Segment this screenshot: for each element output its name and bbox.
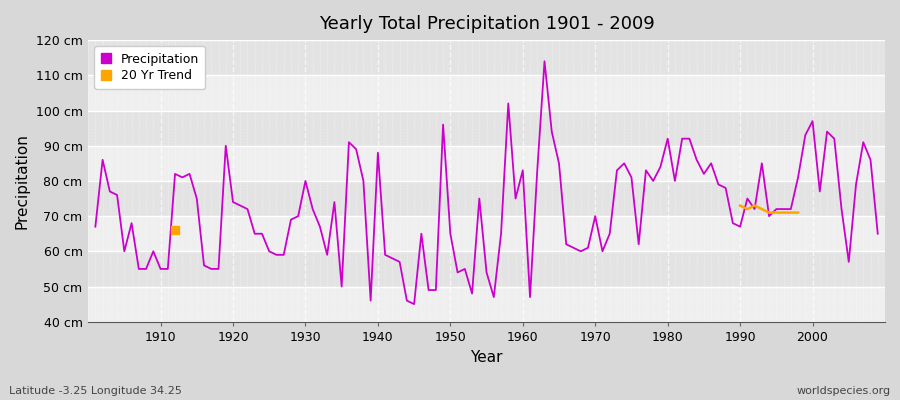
Bar <box>88 181 885 216</box>
Precipitation <box>518 168 528 173</box>
Precipitation <box>409 302 419 306</box>
20 Yr Trend <box>771 210 782 215</box>
20 Yr Trend <box>734 203 745 208</box>
Precipitation <box>619 161 630 166</box>
Title: Yearly Total Precipitation 1901 - 2009: Yearly Total Precipitation 1901 - 2009 <box>319 15 654 33</box>
20 Yr Trend <box>764 210 775 215</box>
Bar <box>88 286 885 322</box>
Precipitation <box>525 295 535 300</box>
Bar <box>88 75 885 110</box>
20 Yr Trend <box>786 210 796 215</box>
Precipitation <box>90 224 101 229</box>
Bar <box>88 146 885 181</box>
Y-axis label: Precipitation: Precipitation <box>15 133 30 229</box>
Text: worldspecies.org: worldspecies.org <box>796 386 891 396</box>
Line: 20 Yr Trend: 20 Yr Trend <box>740 206 798 212</box>
Precipitation <box>307 207 318 212</box>
X-axis label: Year: Year <box>471 350 503 365</box>
20 Yr Trend <box>749 203 760 208</box>
20 Yr Trend <box>742 207 752 212</box>
20 Yr Trend <box>778 210 789 215</box>
Bar <box>88 110 885 146</box>
Precipitation <box>872 231 883 236</box>
20 Yr Trend <box>756 207 767 212</box>
Legend: Precipitation, 20 Yr Trend: Precipitation, 20 Yr Trend <box>94 46 205 89</box>
Precipitation <box>148 249 158 254</box>
Bar <box>88 40 885 75</box>
Bar <box>88 251 885 286</box>
Bar <box>88 216 885 251</box>
20 Yr Trend <box>793 210 804 215</box>
Line: Precipitation: Precipitation <box>95 61 878 304</box>
Precipitation <box>539 59 550 64</box>
Text: Latitude -3.25 Longitude 34.25: Latitude -3.25 Longitude 34.25 <box>9 386 182 396</box>
Precipitation <box>351 147 362 152</box>
